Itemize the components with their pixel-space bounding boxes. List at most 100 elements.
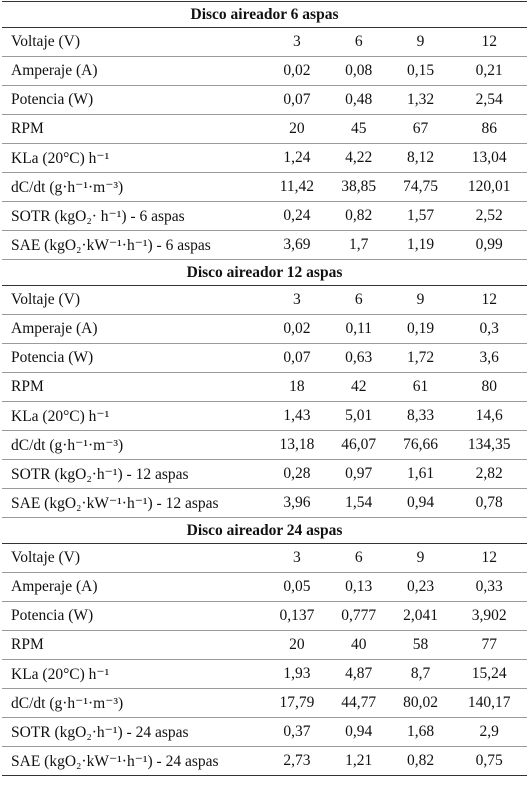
cell-value: 0,24 <box>266 201 328 231</box>
cell-value: 0,15 <box>389 56 452 86</box>
cell-value: 0,05 <box>266 572 328 602</box>
row-label: SOTR (kgO₂· h⁻¹) - 6 aspas <box>2 201 266 231</box>
row-label: RPM <box>2 372 266 402</box>
cell-value: 0,97 <box>327 459 390 489</box>
cell-value: 0,08 <box>327 56 390 86</box>
cell-value: 45 <box>327 114 390 144</box>
row-label: dC/dt (g·h⁻¹·m⁻³) <box>2 688 266 718</box>
table-row: KLa (20°C) h⁻¹ 1,93 4,87 8,7 15,24 <box>2 659 527 689</box>
section-title: Disco aireador 6 aspas <box>2 1 527 28</box>
cell-value: 1,21 <box>327 746 390 776</box>
cell-value: 15,24 <box>451 659 527 689</box>
data-table: Disco aireador 6 aspas Voltaje (V) 3 6 9 12 Am… <box>2 1 527 776</box>
cell-value: 2,9 <box>451 717 527 747</box>
cell-value: 1,57 <box>389 201 452 231</box>
cell-value: 58 <box>389 630 452 660</box>
cell-value: 0,23 <box>389 572 452 602</box>
table-row: Voltaje (V) 3 6 9 12 <box>2 27 527 57</box>
table-row: dC/dt (g·h⁻¹·m⁻³) 17,79 44,77 80,02 140,17 <box>2 688 527 718</box>
cell-value: 13,04 <box>451 143 527 173</box>
cell-value: 3,69 <box>266 230 328 260</box>
cell-value: 61 <box>389 372 452 402</box>
table-row: RPM 20 40 58 77 <box>2 630 527 660</box>
section-title: Disco aireador 24 aspas <box>2 517 527 544</box>
cell-value: 1,24 <box>266 143 328 173</box>
cell-value: 3 <box>266 285 328 315</box>
table-row: Amperaje (A) 0,02 0,08 0,15 0,21 <box>2 56 527 86</box>
row-label: SAE (kgO₂·kW⁻¹·h⁻¹) - 6 aspas <box>2 230 266 260</box>
cell-value: 5,01 <box>327 401 390 431</box>
table-row: RPM 20 45 67 86 <box>2 114 527 144</box>
cell-value: 0,99 <box>451 230 527 260</box>
cell-value: 80 <box>451 372 527 402</box>
section-title-row: Disco aireador 6 aspas <box>2 1 527 28</box>
cell-value: 38,85 <box>327 172 390 202</box>
cell-value: 0,13 <box>327 572 390 602</box>
table-row: SOTR (kgO₂· h⁻¹) - 6 aspas 0,24 0,82 1,57 2,… <box>2 201 527 231</box>
row-label: dC/dt (g·h⁻¹·m⁻³) <box>2 430 266 460</box>
table-row: SOTR (kgO₂·h⁻¹) - 24 aspas 0,37 0,94 1,68 2,… <box>2 717 527 747</box>
cell-value: 0,28 <box>266 459 328 489</box>
row-label: KLa (20°C) h⁻¹ <box>2 143 266 173</box>
cell-value: 2,82 <box>451 459 527 489</box>
cell-value: 6 <box>327 285 390 315</box>
row-label: Amperaje (A) <box>2 572 266 602</box>
section-title-row: Disco aireador 12 aspas <box>2 259 527 286</box>
table-row: KLa (20°C) h⁻¹ 1,24 4,22 8,12 13,04 <box>2 143 527 173</box>
table-row: dC/dt (g·h⁻¹·m⁻³) 11,42 38,85 74,75 120,01 <box>2 172 527 202</box>
cell-value: 8,7 <box>389 659 452 689</box>
table-row: Voltaje (V) 3 6 9 12 <box>2 543 527 573</box>
cell-value: 8,33 <box>389 401 452 431</box>
table-row: SAE (kgO₂·kW⁻¹·h⁻¹) - 12 aspas 3,96 1,54 0,… <box>2 488 527 518</box>
row-label: RPM <box>2 114 266 144</box>
cell-value: 120,01 <box>451 172 527 202</box>
cell-value: 4,22 <box>327 143 390 173</box>
cell-value: 0,11 <box>327 314 390 344</box>
table-row: Amperaje (A) 0,05 0,13 0,23 0,33 <box>2 572 527 602</box>
row-label: KLa (20°C) h⁻¹ <box>2 659 266 689</box>
cell-value: 0,3 <box>451 314 527 344</box>
cell-value: 80,02 <box>389 688 452 718</box>
cell-value: 2,54 <box>451 85 527 115</box>
cell-value: 12 <box>451 27 527 57</box>
cell-value: 1,72 <box>389 343 452 373</box>
cell-value: 0,48 <box>327 85 390 115</box>
cell-value: 2,041 <box>389 601 452 631</box>
cell-value: 0,37 <box>266 717 328 747</box>
cell-value: 0,63 <box>327 343 390 373</box>
row-label: Potencia (W) <box>2 85 266 115</box>
cell-value: 0,82 <box>327 201 390 231</box>
table-row: RPM 18 42 61 80 <box>2 372 527 402</box>
cell-value: 0,02 <box>266 56 328 86</box>
cell-value: 13,18 <box>266 430 328 460</box>
cell-value: 1,32 <box>389 85 452 115</box>
row-label: Voltaje (V) <box>2 285 266 315</box>
table-row: Amperaje (A) 0,02 0,11 0,19 0,3 <box>2 314 527 344</box>
table-row: SAE (kgO₂·kW⁻¹·h⁻¹) - 24 aspas 2,73 1,21 0,… <box>2 746 527 776</box>
cell-value: 134,35 <box>451 430 527 460</box>
cell-value: 86 <box>451 114 527 144</box>
cell-value: 46,07 <box>327 430 390 460</box>
cell-value: 8,12 <box>389 143 452 173</box>
cell-value: 3 <box>266 27 328 57</box>
cell-value: 140,17 <box>451 688 527 718</box>
table-row: Potencia (W) 0,137 0,777 2,041 3,902 <box>2 601 527 631</box>
cell-value: 20 <box>266 114 328 144</box>
row-label: Voltaje (V) <box>2 543 266 573</box>
row-label: Potencia (W) <box>2 601 266 631</box>
cell-value: 17,79 <box>266 688 328 718</box>
cell-value: 76,66 <box>389 430 452 460</box>
table-row: KLa (20°C) h⁻¹ 1,43 5,01 8,33 14,6 <box>2 401 527 431</box>
cell-value: 42 <box>327 372 390 402</box>
cell-value: 0,75 <box>451 746 527 776</box>
cell-value: 12 <box>451 285 527 315</box>
cell-value: 3,6 <box>451 343 527 373</box>
cell-value: 0,94 <box>389 488 452 518</box>
cell-value: 0,02 <box>266 314 328 344</box>
cell-value: 1,93 <box>266 659 328 689</box>
cell-value: 0,78 <box>451 488 527 518</box>
cell-value: 1,54 <box>327 488 390 518</box>
cell-value: 12 <box>451 543 527 573</box>
cell-value: 1,61 <box>389 459 452 489</box>
row-label: Amperaje (A) <box>2 56 266 86</box>
